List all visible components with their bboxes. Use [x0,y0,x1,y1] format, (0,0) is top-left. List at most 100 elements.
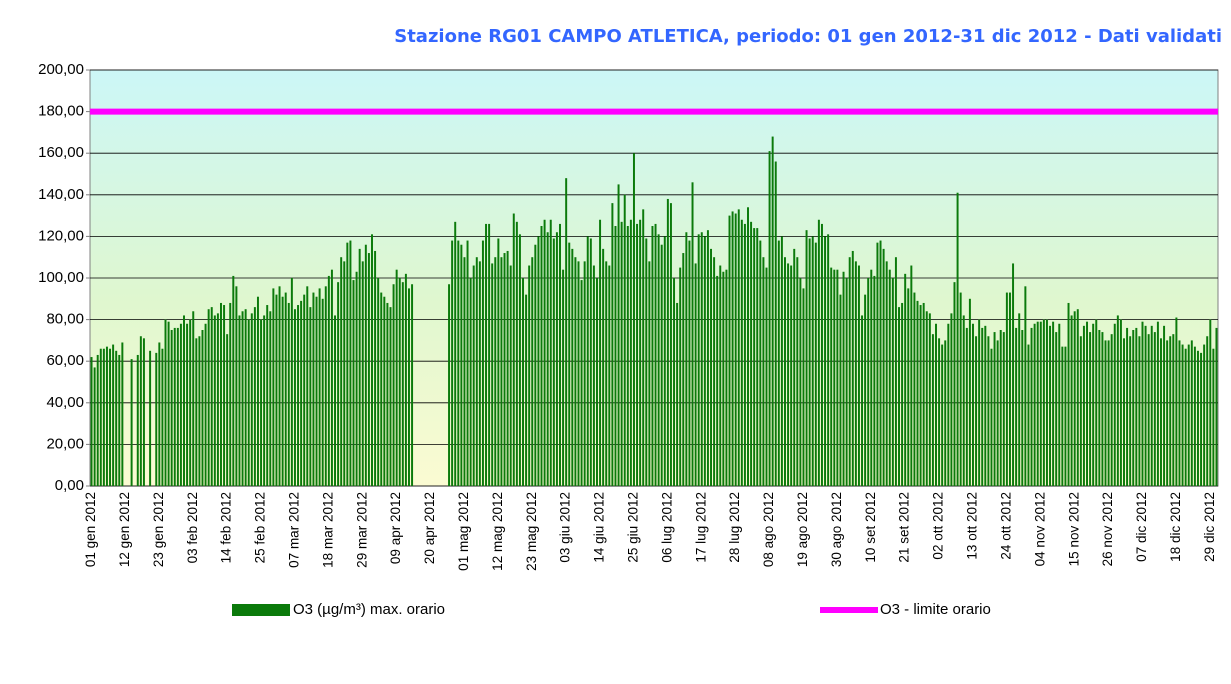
x-tick-label: 10 set 2012 [863,492,878,563]
bar [272,288,275,486]
bar [1184,348,1187,486]
bar [173,327,176,486]
bar [1082,325,1085,486]
bar [540,226,543,486]
bar [697,234,700,486]
bar [805,230,808,486]
bar [170,330,173,486]
bar [1030,327,1033,486]
bar [1033,323,1036,486]
bar [953,282,956,486]
bar [657,234,660,486]
bar [1129,336,1132,486]
bar [685,232,688,486]
x-tick-label: 18 mar 2012 [320,492,335,568]
y-tick-label: 120,00 [38,227,84,244]
x-tick-label: 14 giu 2012 [592,492,607,563]
bar [469,278,472,486]
bar [213,315,216,486]
bar [142,338,145,486]
bar [891,278,894,486]
bar [592,265,595,486]
bar [491,263,494,486]
x-tick-label: 28 lug 2012 [727,492,742,563]
bar [922,302,925,486]
x-tick-label: 12 gen 2012 [117,492,132,567]
bar [876,242,879,486]
bar [481,240,484,486]
bar [1212,348,1215,486]
bar [851,250,854,486]
bar [608,265,611,486]
bar [993,332,996,486]
bar [562,269,565,486]
bar [565,178,568,486]
bar [611,203,614,486]
bar [90,357,93,486]
bar [155,352,158,486]
bar [1126,327,1129,486]
bar [1067,302,1070,486]
bar [383,296,386,486]
bar [226,334,229,486]
bar [750,221,753,486]
bar [392,284,395,486]
bar [346,242,349,486]
bar [475,257,478,486]
legend-swatch [232,604,290,616]
bar [793,248,796,486]
bar [546,232,549,486]
bar [102,348,105,486]
x-tick-label: 12 mag 2012 [490,492,505,571]
bar [340,257,343,486]
y-tick-label: 20,00 [46,435,84,452]
bar [559,223,561,487]
bar [577,261,580,486]
bar [552,238,555,486]
bar [1175,317,1178,486]
bar [808,238,811,486]
bar [263,315,266,486]
bar [1132,330,1135,486]
bar [1138,336,1141,486]
bar [663,236,666,486]
bar [814,242,817,486]
bar [1027,344,1030,486]
bar [907,288,910,486]
bar [999,330,1002,486]
bar [189,319,192,486]
bar [309,307,312,486]
bar [1024,286,1027,486]
bar [743,223,746,487]
bar [1156,321,1159,486]
x-tick-label: 15 nov 2012 [1066,492,1081,566]
bar [589,238,592,486]
bar [1021,330,1024,486]
bar [306,286,309,486]
bar [830,267,833,486]
bar [371,234,373,486]
bar [971,323,974,486]
bar [879,240,882,486]
bar [827,234,830,486]
bar [500,257,503,486]
x-tick-label: 09 apr 2012 [388,492,403,564]
bar [503,253,506,486]
bar [293,309,296,486]
bar [183,315,185,486]
bar [167,321,170,486]
bar [1076,309,1079,486]
bar [882,248,885,486]
bar [965,327,968,486]
bar [1058,323,1061,486]
bar [941,344,944,486]
bar [466,240,469,486]
bar [115,350,118,486]
bar [747,207,749,486]
bar [512,213,515,486]
bar [898,307,901,486]
bar [990,348,993,486]
bar [1049,325,1052,486]
bar [1012,263,1015,486]
